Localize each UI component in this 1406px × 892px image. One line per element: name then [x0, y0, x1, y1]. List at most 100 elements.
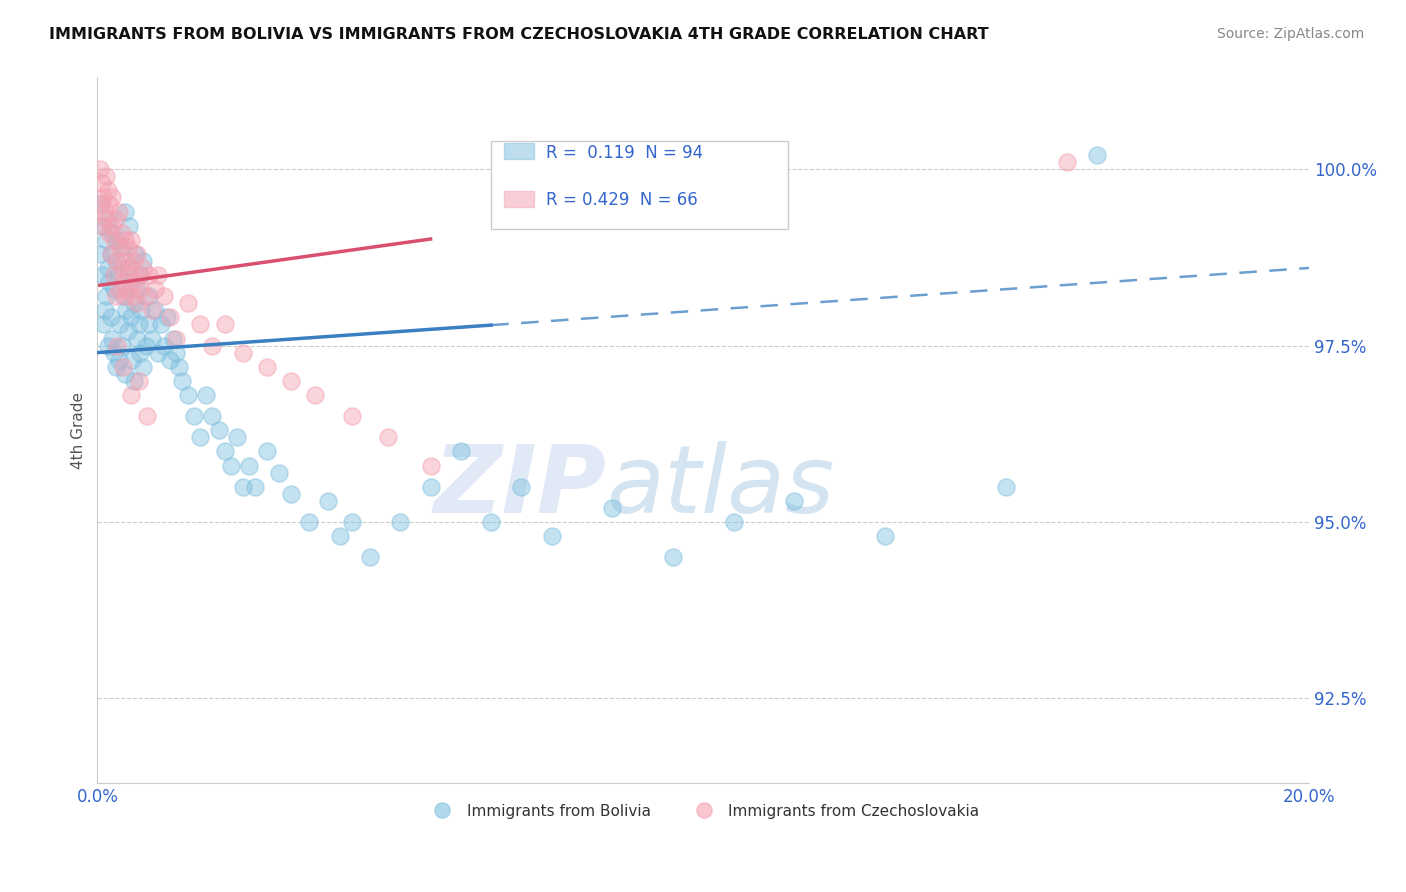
Point [304, 388, 326, 402]
Point [124, 275, 146, 289]
Point [97, 183, 120, 197]
Point [156, 310, 179, 325]
Point [105, 338, 128, 352]
Point [995, 480, 1018, 494]
Point [118, 282, 141, 296]
Point [93, 219, 115, 233]
Point [110, 318, 132, 332]
Point [177, 388, 200, 402]
Text: ZIP: ZIP [433, 441, 606, 533]
Point [91, 219, 114, 233]
Point [98, 226, 121, 240]
Point [122, 253, 145, 268]
Point [93, 204, 115, 219]
Point [188, 430, 211, 444]
Point [138, 318, 160, 332]
Point [100, 247, 122, 261]
Point [214, 318, 236, 332]
Point [107, 282, 129, 296]
Point [104, 359, 127, 374]
Point [128, 268, 150, 282]
Point [114, 204, 136, 219]
Point [98, 211, 121, 226]
Point [135, 289, 157, 303]
Point [110, 240, 132, 254]
Point [117, 268, 139, 282]
Point [214, 444, 236, 458]
Point [93, 268, 115, 282]
FancyBboxPatch shape [505, 143, 533, 160]
Point [107, 352, 129, 367]
Point [540, 529, 562, 543]
Point [96, 289, 118, 303]
Point [93, 303, 115, 318]
Point [243, 480, 266, 494]
Point [97, 260, 120, 275]
Point [125, 331, 148, 345]
Point [419, 480, 441, 494]
Point [128, 282, 150, 296]
Text: Source: ZipAtlas.com: Source: ZipAtlas.com [1216, 27, 1364, 41]
Point [146, 268, 169, 282]
Point [188, 318, 211, 332]
Point [115, 303, 138, 318]
Point [117, 325, 139, 339]
Point [120, 275, 142, 289]
Legend: Immigrants from Bolivia, Immigrants from Czechoslovakia: Immigrants from Bolivia, Immigrants from… [420, 797, 986, 825]
Point [783, 493, 806, 508]
Point [89, 247, 111, 261]
Point [183, 409, 205, 424]
Point [329, 529, 352, 543]
Point [141, 331, 163, 345]
Point [110, 226, 132, 240]
Point [132, 260, 155, 275]
Point [723, 515, 745, 529]
Point [159, 352, 181, 367]
Point [1056, 155, 1078, 169]
Text: R = 0.429  N = 66: R = 0.429 N = 66 [546, 191, 697, 209]
Point [96, 233, 118, 247]
Point [101, 190, 124, 204]
Point [121, 352, 143, 367]
Text: atlas: atlas [606, 442, 835, 533]
Point [120, 260, 142, 275]
Point [479, 515, 502, 529]
Point [89, 197, 111, 211]
Point [510, 480, 533, 494]
Point [104, 253, 127, 268]
Point [419, 458, 441, 473]
Point [238, 458, 260, 473]
Point [104, 289, 127, 303]
Point [115, 253, 138, 268]
Point [104, 211, 127, 226]
Point [98, 197, 121, 211]
Point [662, 550, 685, 565]
Point [280, 374, 302, 388]
Point [153, 338, 176, 352]
Point [340, 409, 363, 424]
Point [138, 289, 160, 303]
Point [232, 345, 254, 359]
Point [225, 430, 247, 444]
Point [143, 282, 166, 296]
Point [122, 296, 145, 310]
Point [111, 289, 134, 303]
Point [136, 409, 159, 424]
Point [97, 338, 120, 352]
Point [132, 253, 155, 268]
Point [121, 289, 143, 303]
Point [172, 374, 194, 388]
Point [125, 282, 148, 296]
Point [120, 233, 142, 247]
Point [149, 318, 172, 332]
Point [103, 282, 125, 296]
Point [110, 338, 132, 352]
Point [389, 515, 412, 529]
Point [128, 318, 150, 332]
Point [256, 359, 278, 374]
Point [101, 331, 124, 345]
Point [107, 204, 129, 219]
Point [377, 430, 399, 444]
Point [125, 296, 148, 310]
Point [120, 388, 142, 402]
